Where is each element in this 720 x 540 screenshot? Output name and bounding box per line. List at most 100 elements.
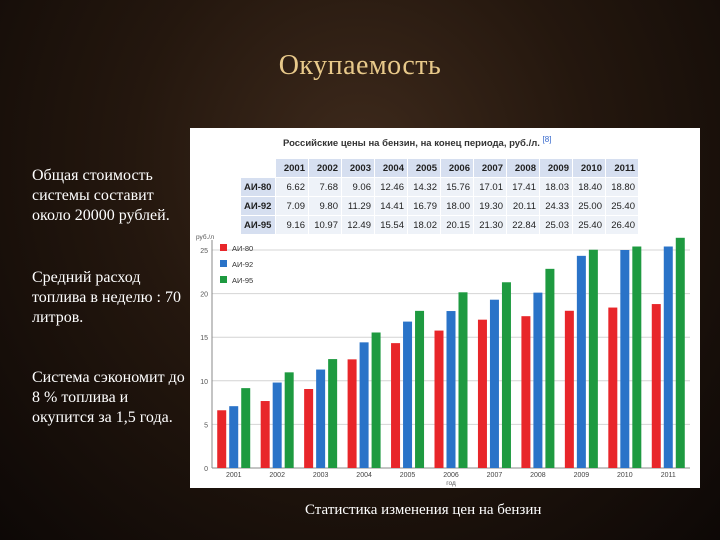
cost-paragraph: Общая стоимость системы составит около 2… bbox=[32, 167, 170, 224]
legend-swatch bbox=[220, 276, 227, 283]
bar bbox=[371, 332, 381, 468]
table-cell: 25.03 bbox=[539, 215, 573, 235]
legend-label: АИ-92 bbox=[232, 260, 253, 269]
bar bbox=[533, 292, 543, 468]
x-tick-label: 2004 bbox=[356, 472, 372, 479]
bar bbox=[229, 406, 239, 468]
bar bbox=[359, 342, 369, 468]
table-cell: 21.30 bbox=[473, 215, 507, 235]
legend-swatch bbox=[220, 260, 227, 267]
bar bbox=[284, 372, 294, 468]
table-cell: 7.68 bbox=[308, 177, 342, 197]
table-row: АИ-92 7.09 9.80 11.29 14.41 16.79 18.00 19.30 20… bbox=[240, 196, 639, 216]
table-cell: 19.30 bbox=[473, 196, 507, 216]
bar bbox=[489, 299, 499, 468]
table-year-header: 2007 bbox=[473, 158, 507, 178]
table-row-label: АИ-92 bbox=[240, 196, 276, 216]
bar bbox=[316, 369, 326, 468]
y-tick-label: 20 bbox=[200, 292, 208, 299]
x-tick-label: 2009 bbox=[574, 472, 590, 479]
legend-label: АИ-95 bbox=[232, 276, 253, 285]
y-tick-label: 25 bbox=[200, 248, 208, 255]
bar bbox=[217, 410, 227, 468]
table-title-text: Российские цены на бензин, на конец пери… bbox=[283, 138, 540, 150]
y-tick-label: 5 bbox=[204, 422, 208, 429]
table-cell: 25.40 bbox=[572, 215, 606, 235]
bar bbox=[434, 330, 444, 468]
bar bbox=[651, 304, 661, 468]
table-cell: 20.11 bbox=[506, 196, 540, 216]
table-cell: 17.01 bbox=[473, 177, 507, 197]
table-cell: 20.15 bbox=[440, 215, 474, 235]
table-cell: 18.02 bbox=[407, 215, 441, 235]
bar bbox=[403, 321, 413, 468]
table-cell: 15.76 bbox=[440, 177, 474, 197]
table-cell: 18.00 bbox=[440, 196, 474, 216]
bar bbox=[415, 310, 425, 468]
chart-caption: Статистика изменения цен на бензин bbox=[305, 502, 542, 518]
bar bbox=[576, 255, 586, 468]
table-year-header: 2005 bbox=[407, 158, 441, 178]
x-tick-label: 2003 bbox=[313, 472, 329, 479]
table-year-header: 2002 bbox=[308, 158, 342, 178]
table-cell: 22.84 bbox=[506, 215, 540, 235]
table-cell: 17.41 bbox=[506, 177, 540, 197]
table-year-header: 2011 bbox=[605, 158, 639, 178]
bar bbox=[304, 388, 314, 468]
table-cell: 16.79 bbox=[407, 196, 441, 216]
table-cell: 7.09 bbox=[275, 196, 309, 216]
y-tick-label: 0 bbox=[204, 466, 208, 473]
table-cell: 6.62 bbox=[275, 177, 309, 197]
x-tick-label: 2007 bbox=[487, 472, 503, 479]
x-axis-label: год bbox=[446, 480, 456, 487]
x-tick-label: 2008 bbox=[530, 472, 546, 479]
table-cell: 18.80 bbox=[605, 177, 639, 197]
x-tick-label: 2001 bbox=[226, 472, 242, 479]
x-tick-label: 2002 bbox=[269, 472, 285, 479]
bar bbox=[608, 307, 618, 468]
bar bbox=[260, 401, 270, 468]
slide-title: Окупаемость bbox=[278, 50, 442, 81]
table-year-header: 2009 bbox=[539, 158, 573, 178]
x-tick-label: 2005 bbox=[400, 472, 416, 479]
bar bbox=[632, 246, 642, 468]
table-cell: 12.46 bbox=[374, 177, 408, 197]
table-reference-link[interactable]: [8] bbox=[542, 135, 552, 144]
bar bbox=[564, 310, 574, 468]
table-cell: 9.06 bbox=[341, 177, 375, 197]
legend-swatch bbox=[220, 244, 227, 251]
table-year-header: 2004 bbox=[374, 158, 408, 178]
table-cell: 9.80 bbox=[308, 196, 342, 216]
table-header-row: 2001 2002 2003 2004 2005 2006 2007 2008 2009 2010… bbox=[240, 158, 639, 178]
bar bbox=[347, 359, 357, 468]
bar bbox=[328, 359, 338, 468]
savings-paragraph: Система сэкономит до 8 % топлива и окупи… bbox=[32, 369, 185, 426]
bar bbox=[241, 388, 251, 468]
bar bbox=[458, 292, 468, 468]
bar bbox=[272, 382, 282, 468]
legend-label: АИ-80 bbox=[232, 244, 253, 253]
y-axis-label: руб./л bbox=[196, 233, 214, 241]
table-cell: 18.03 bbox=[539, 177, 573, 197]
price-table: 2001 2002 2003 2004 2005 2006 2007 2008 2009 2010… bbox=[240, 158, 639, 235]
table-corner-cell bbox=[240, 158, 276, 178]
table-cell: 12.49 bbox=[341, 215, 375, 235]
table-cell: 26.40 bbox=[605, 215, 639, 235]
table-year-header: 2001 bbox=[275, 158, 309, 178]
bar bbox=[545, 268, 555, 468]
table-row-label: АИ-80 bbox=[240, 177, 276, 197]
table-cell: 9.16 bbox=[275, 215, 309, 235]
table-cell: 25.00 bbox=[572, 196, 606, 216]
table-year-header: 2008 bbox=[506, 158, 540, 178]
table-year-header: 2003 bbox=[341, 158, 375, 178]
table-cell: 18.40 bbox=[572, 177, 606, 197]
table-cell: 15.54 bbox=[374, 215, 408, 235]
bar bbox=[620, 250, 630, 468]
bar bbox=[391, 343, 401, 468]
table-row: АИ-95 9.16 10.97 12.49 15.54 18.02 20.15 21.30 2… bbox=[240, 215, 639, 235]
x-tick-label: 2011 bbox=[661, 472, 676, 479]
table-title: Российские цены на бензин, на конец пери… bbox=[283, 135, 551, 149]
y-tick-label: 15 bbox=[200, 335, 208, 342]
bar bbox=[663, 246, 673, 468]
table-cell: 14.32 bbox=[407, 177, 441, 197]
